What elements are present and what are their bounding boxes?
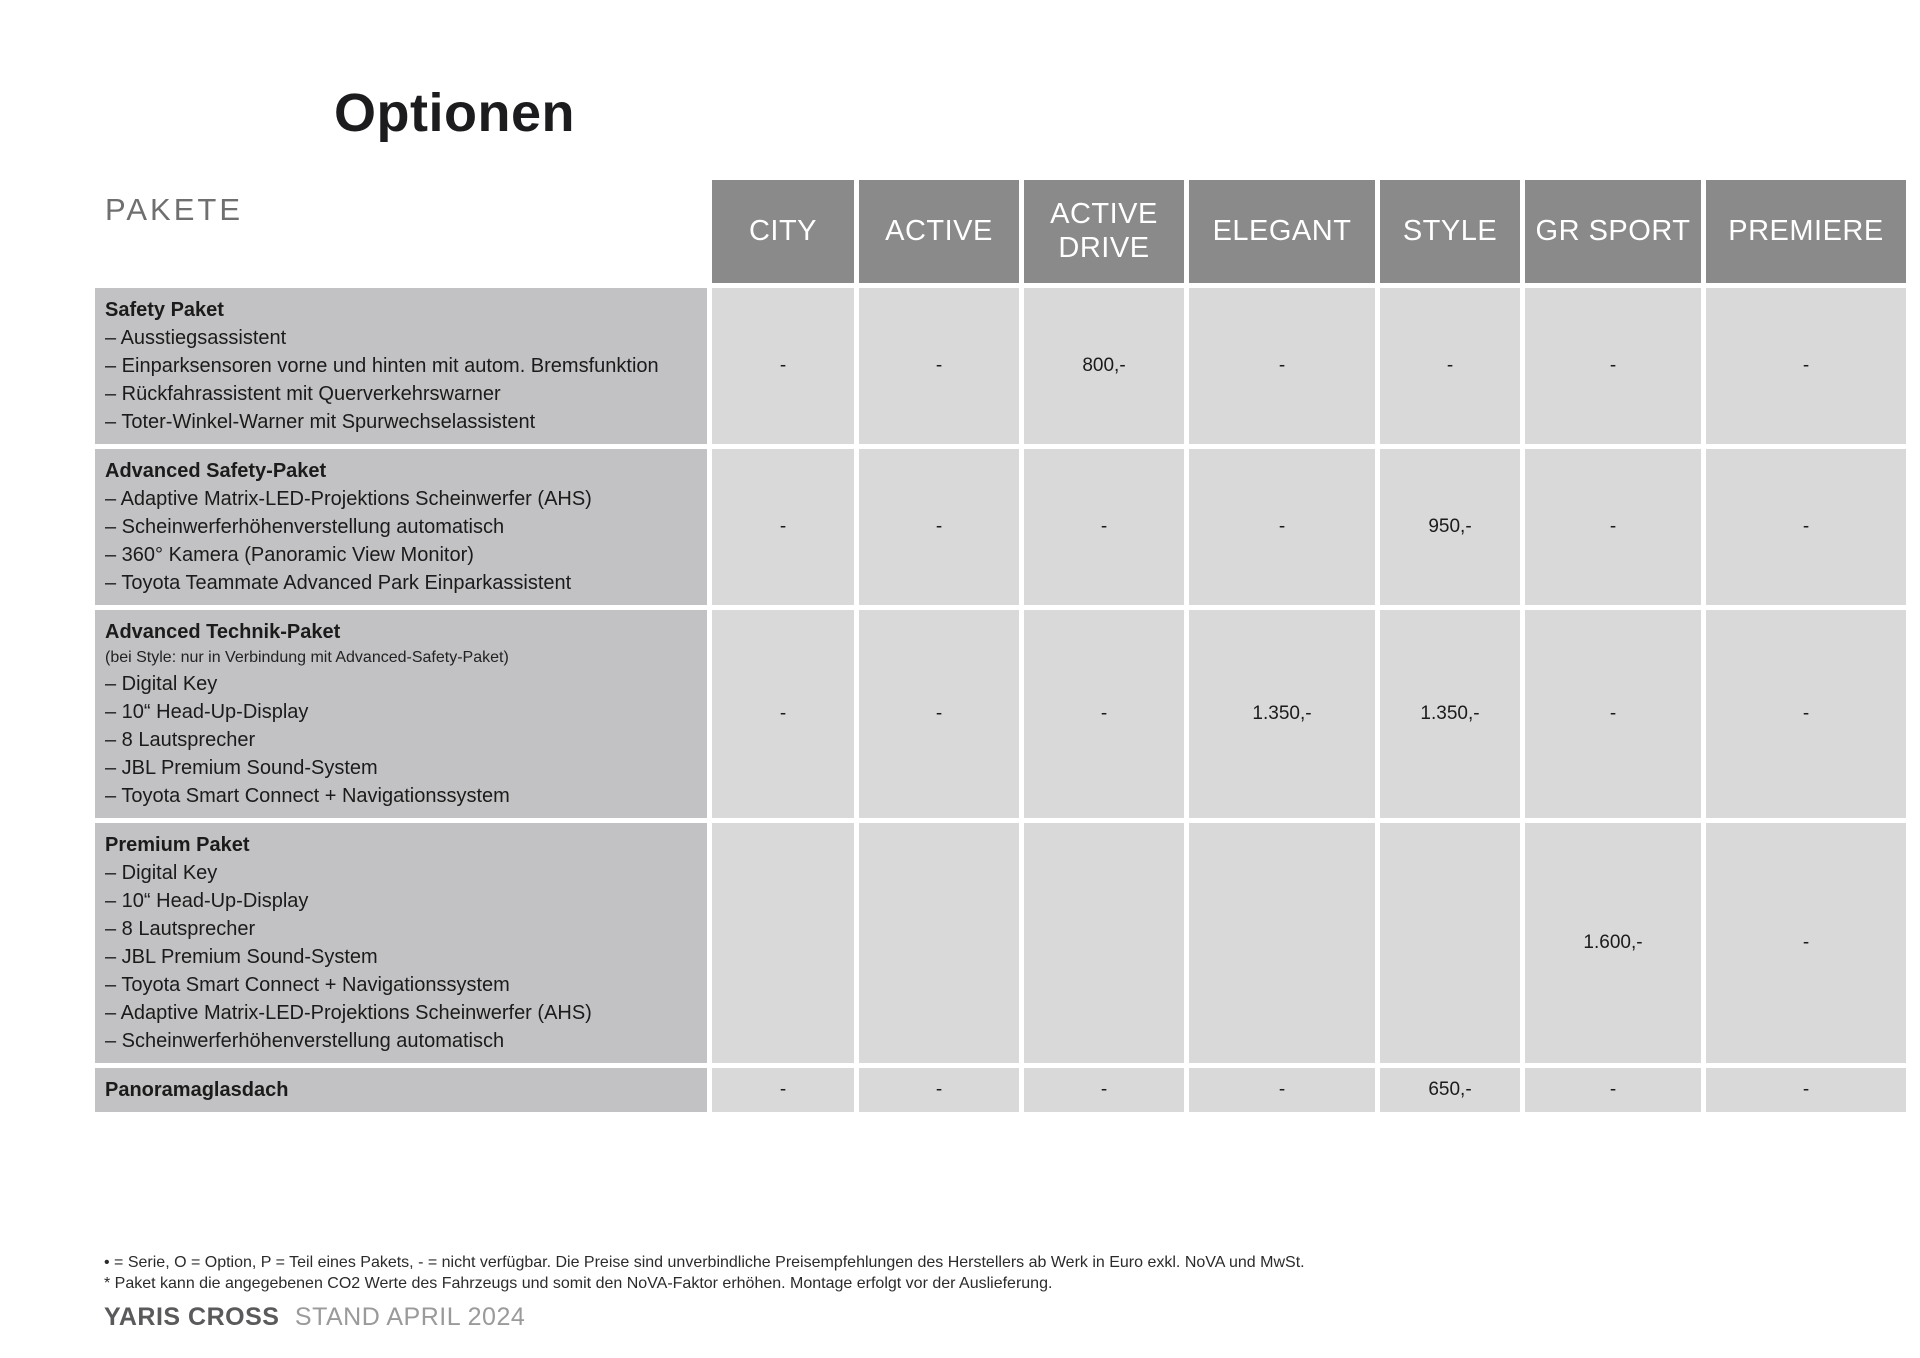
price-cell: - <box>1525 610 1701 818</box>
package-feature-item: – Digital Key <box>105 862 218 884</box>
package-note: (bei Style: nur in Verbindung mit Advanc… <box>105 649 509 666</box>
price-cell: - <box>712 610 854 818</box>
package-feature-item: – Toyota Teammate Advanced Park Einparka… <box>105 572 572 594</box>
page-footer: • = Serie, O = Option, P = Teil eines Pa… <box>104 1252 1504 1332</box>
package-feature-item: – Scheinwerferhöhenverstellung automatis… <box>105 1030 505 1052</box>
package-description: Panoramaglasdach <box>95 1068 707 1112</box>
price-cell: - <box>1189 288 1375 444</box>
package-feature-item: – 8 Lautsprecher <box>105 918 256 940</box>
package-name: Safety Paket <box>105 299 224 321</box>
price-cell <box>1189 823 1375 1063</box>
price-cell <box>1380 823 1520 1063</box>
price-cell <box>1024 823 1184 1063</box>
package-description: Premium Paket – Digital Key – 10“ Head-Up-… <box>95 823 707 1063</box>
page-title: Optionen <box>334 83 575 143</box>
price-cell: 1.600,- <box>1525 823 1701 1063</box>
package-feature-item: – Ausstiegsassistent <box>105 327 287 349</box>
price-list-date: STAND APRIL 2024 <box>294 1303 526 1331</box>
package-feature-item: – Toyota Smart Connect + Navigationssyst… <box>105 785 510 807</box>
package-feature-item: – Adaptive Matrix-LED-Projektions Schein… <box>105 1002 592 1024</box>
package-description: Advanced Safety-Paket – Adaptive Matrix-L… <box>95 449 707 605</box>
price-cell: - <box>712 288 854 444</box>
package-feature-item: – Toyota Smart Connect + Navigationssyst… <box>105 974 510 996</box>
column-header-active-drive: ACTIVE DRIVE <box>1024 180 1184 283</box>
column-header-style: STYLE <box>1380 180 1520 283</box>
package-feature-item: – Einparksensoren vorne und hinten mit a… <box>105 355 659 377</box>
price-cell: - <box>859 288 1019 444</box>
price-cell: 1.350,- <box>1189 610 1375 818</box>
package-name: Premium Paket <box>105 834 250 856</box>
package-feature-item: – Rückfahrassistent mit Querverkehrswarn… <box>105 383 501 405</box>
price-cell: 950,- <box>1380 449 1520 605</box>
price-cell: 1.350,- <box>1380 610 1520 818</box>
price-cell <box>712 823 854 1063</box>
column-header-gr-sport: GR SPORT <box>1525 180 1701 283</box>
package-description: Advanced Technik-Paket (bei Style: nur in… <box>95 610 707 818</box>
package-name: Advanced Technik-Paket <box>105 621 341 643</box>
price-cell: - <box>1706 610 1906 818</box>
package-feature-item: – 10“ Head-Up-Display <box>105 890 309 912</box>
package-feature-item: – JBL Premium Sound-System <box>105 757 378 779</box>
price-cell: - <box>859 610 1019 818</box>
package-feature-item: – JBL Premium Sound-System <box>105 946 378 968</box>
package-feature-item: – 8 Lautsprecher <box>105 729 256 751</box>
price-cell: - <box>1525 1068 1701 1112</box>
price-cell: - <box>1706 288 1906 444</box>
co2-footnote: * Paket kann die angegebenen CO2 Werte d… <box>104 1275 1053 1292</box>
price-cell: - <box>859 1068 1019 1112</box>
section-label: PAKETE <box>105 192 244 227</box>
table-corner-cell: PAKETE <box>95 180 707 283</box>
price-cell: 650,- <box>1380 1068 1520 1112</box>
price-cell: - <box>1380 288 1520 444</box>
column-header-city: CITY <box>712 180 854 283</box>
price-cell: - <box>1706 1068 1906 1112</box>
price-cell: - <box>1024 1068 1184 1112</box>
price-cell: - <box>712 1068 854 1112</box>
price-cell: - <box>1024 449 1184 605</box>
price-cell: - <box>1024 610 1184 818</box>
price-cell: 800,- <box>1024 288 1184 444</box>
brand-line: YARIS CROSS STAND APRIL 2024 <box>104 1303 1504 1332</box>
package-name: Panoramaglasdach <box>105 1079 289 1101</box>
model-name: YARIS CROSS <box>104 1303 280 1331</box>
package-feature-item: – 360° Kamera (Panoramic View Monitor) <box>105 544 474 566</box>
package-feature-item: – Scheinwerferhöhenverstellung automatis… <box>105 516 505 538</box>
package-name: Advanced Safety-Paket <box>105 460 327 482</box>
column-header-elegant: ELEGANT <box>1189 180 1375 283</box>
price-cell: - <box>1706 823 1906 1063</box>
column-header-active: ACTIVE <box>859 180 1019 283</box>
package-feature-item: – 10“ Head-Up-Display <box>105 701 309 723</box>
package-feature-item: – Toter-Winkel-Warner mit Spurwechselass… <box>105 411 536 433</box>
column-header-premiere: PREMIERE <box>1706 180 1906 283</box>
options-table: PAKETE CITY ACTIVE ACTIVE DRIVE ELEGANT STYL… <box>95 180 1906 1112</box>
package-feature-item: – Digital Key <box>105 673 218 695</box>
price-cell: - <box>1525 288 1701 444</box>
price-cell <box>859 823 1019 1063</box>
package-description: Safety Paket – Ausstiegsassistent – Einpar… <box>95 288 707 444</box>
price-cell: - <box>712 449 854 605</box>
legend-footnote: • = Serie, O = Option, P = Teil eines Pa… <box>104 1254 1305 1271</box>
package-feature-item: – Adaptive Matrix-LED-Projektions Schein… <box>105 488 592 510</box>
price-cell: - <box>1525 449 1701 605</box>
price-cell: - <box>1189 449 1375 605</box>
price-cell: - <box>859 449 1019 605</box>
price-cell: - <box>1706 449 1906 605</box>
price-cell: - <box>1189 1068 1375 1112</box>
